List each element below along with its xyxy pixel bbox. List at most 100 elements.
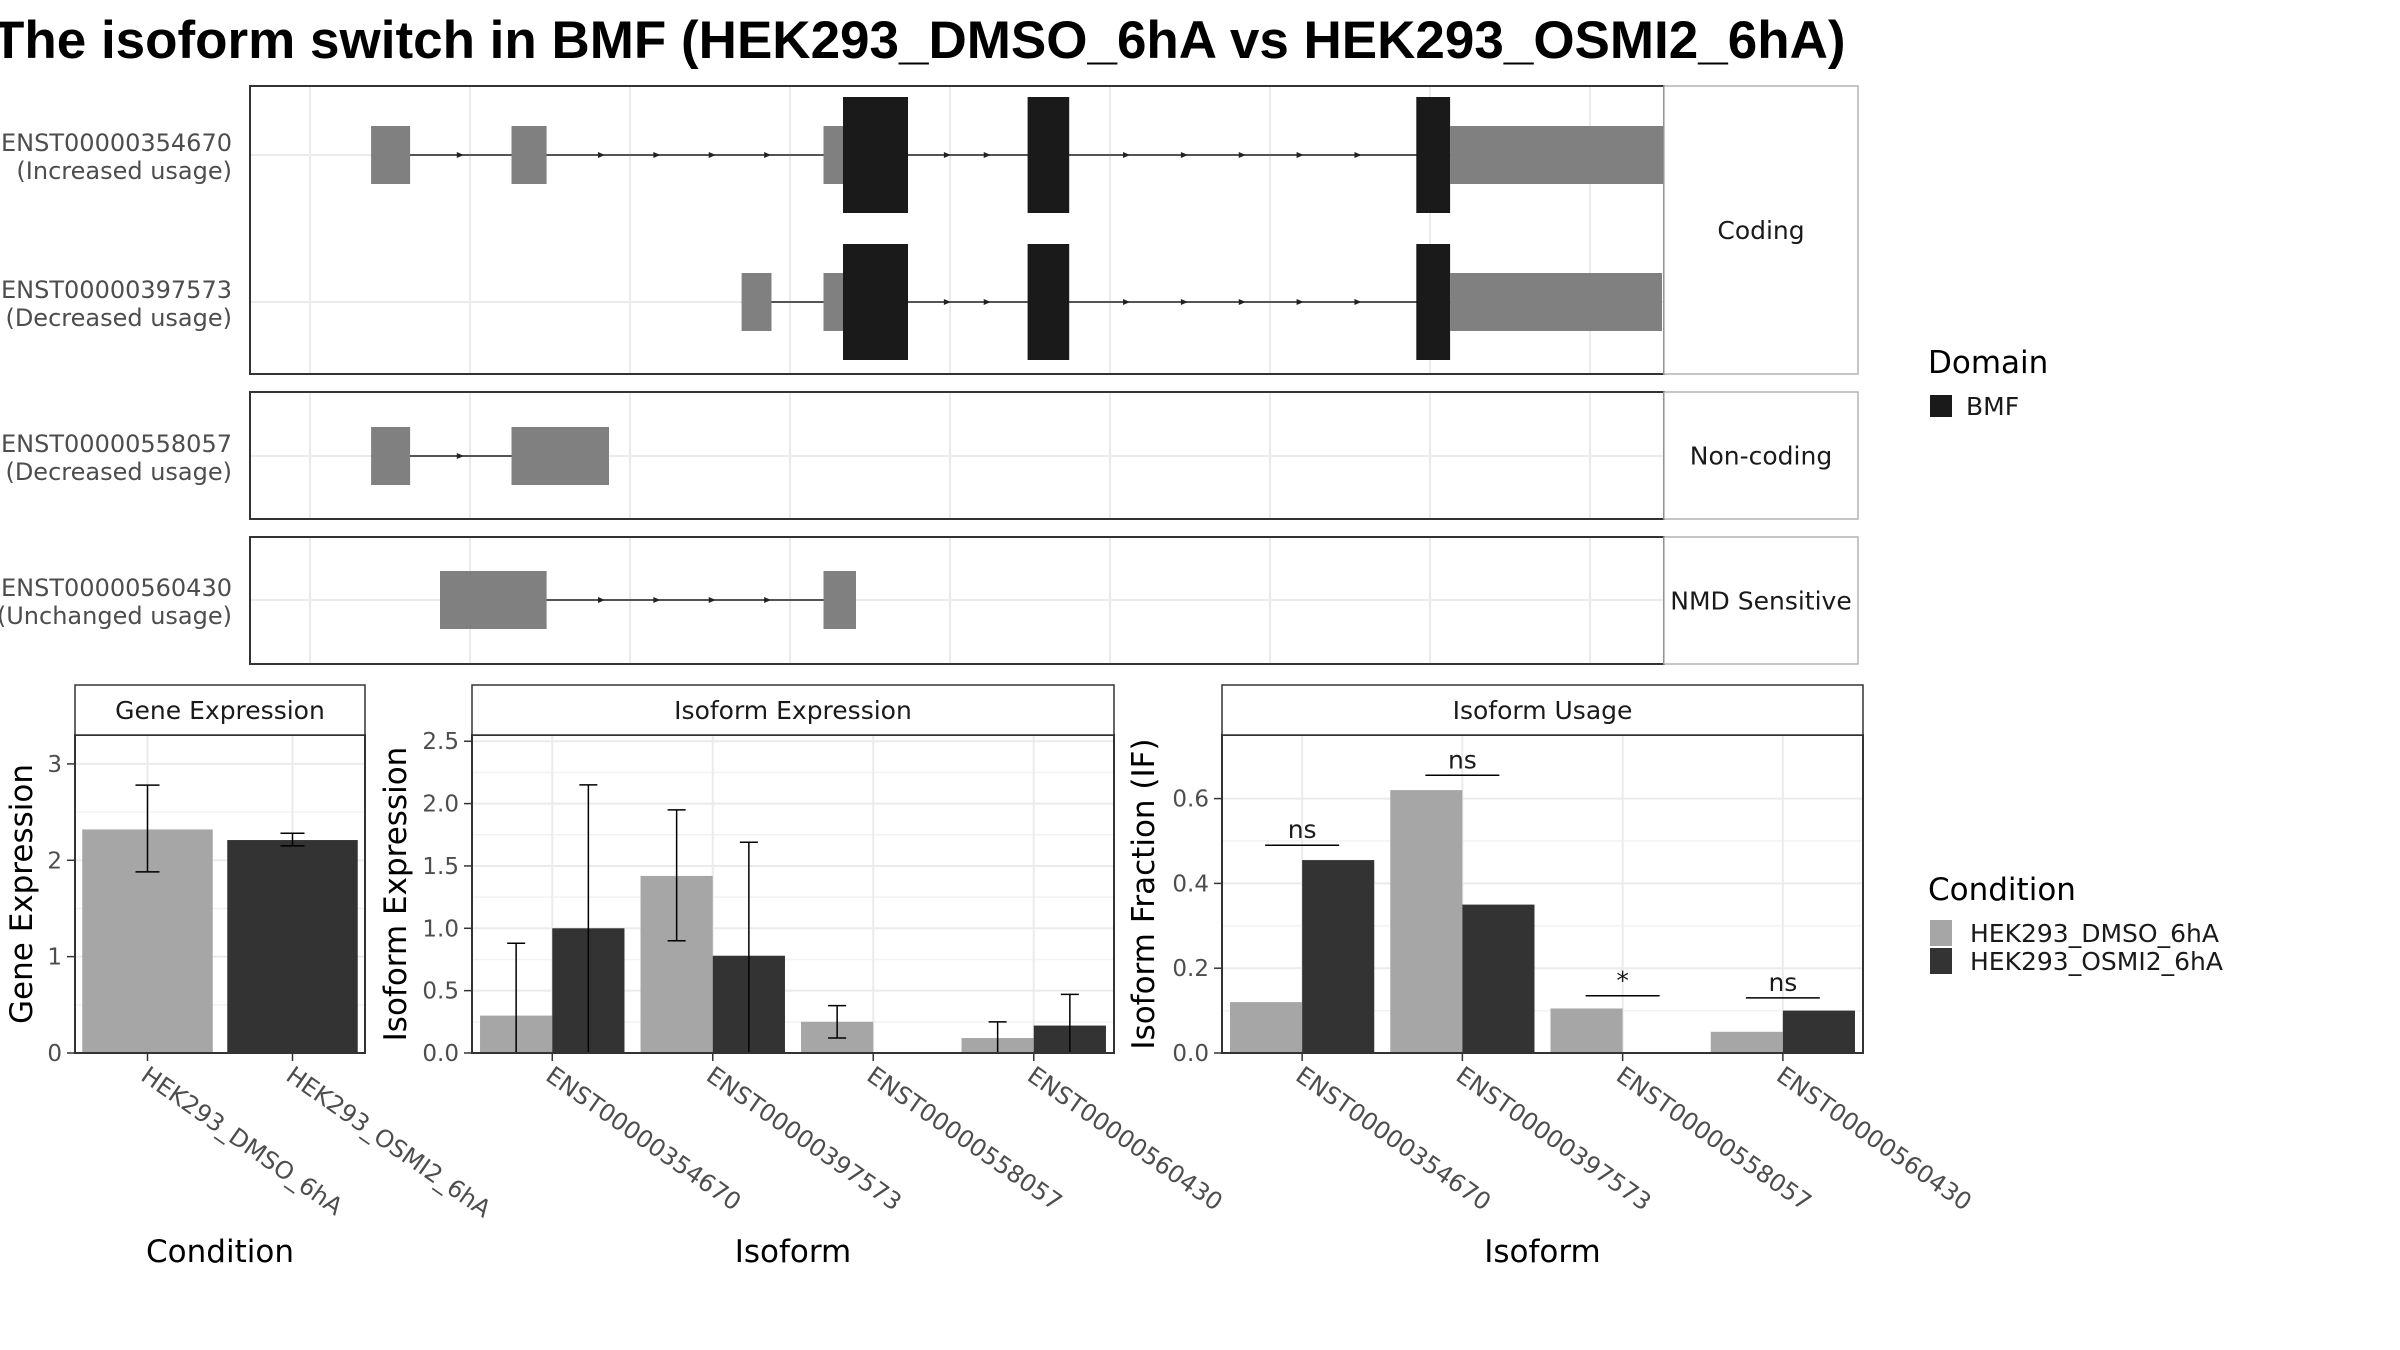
domain-exon	[1027, 97, 1070, 213]
exon	[741, 273, 772, 331]
legend-swatch	[1930, 920, 1952, 946]
exon	[823, 126, 843, 184]
y-tick-label: 0.5	[422, 979, 459, 1005]
domain-exon	[843, 97, 908, 213]
intron-arrow	[1180, 152, 1188, 158]
bar	[1462, 904, 1535, 1053]
intron-arrow	[1238, 299, 1246, 305]
bar	[1302, 860, 1375, 1053]
domain-exon	[1416, 244, 1451, 360]
y-tick-label: 1.0	[422, 916, 459, 942]
legend-swatch	[1930, 948, 1952, 974]
facet-strip	[1663, 85, 1859, 375]
intron-arrow	[597, 152, 605, 158]
transcript-usage-label: (Unchanged usage)	[0, 602, 232, 630]
error-bar	[135, 784, 160, 873]
intron-arrow	[1238, 152, 1246, 158]
intron-arrow	[1354, 152, 1362, 158]
transcript-id-label: ENST00000397573	[1, 276, 232, 304]
intron-arrow	[1296, 299, 1304, 305]
intron-arrow	[708, 597, 716, 603]
significance-label: ns	[1288, 815, 1317, 844]
legend-swatch	[1930, 395, 1952, 417]
y-tick-label: 0.0	[1172, 1041, 1209, 1067]
panel-strip-title: Isoform Expression	[674, 696, 912, 725]
y-tick-label: 1.5	[422, 854, 459, 880]
intron-arrow	[1354, 299, 1362, 305]
exon	[371, 126, 411, 184]
transcript-usage-label: (Decreased usage)	[5, 304, 232, 332]
bar	[1390, 790, 1463, 1053]
facet-strip	[1663, 536, 1859, 665]
intron-arrow	[597, 597, 605, 603]
facet-strip	[1663, 391, 1859, 520]
panel-strip	[74, 684, 366, 736]
domain-legend: Domain BMF	[1928, 345, 2048, 421]
isoform-structure-plot: ENST00000354670(Increased usage)ENST0000…	[0, 85, 1859, 665]
facet-nmd-sensitive: ENST00000560430(Unchanged usage) NMD Sens…	[0, 536, 1859, 665]
figure-title: The isoform switch in BMF (HEK293_DMSO_6…	[0, 11, 1846, 70]
intron-arrow	[1123, 299, 1131, 305]
error-bar	[828, 1004, 847, 1039]
legend-label: BMF	[1966, 392, 2019, 421]
panel-strip-title: Gene Expression	[115, 696, 325, 725]
transcript-ENST00000397573: ENST00000397573(Decreased usage)	[1, 244, 1662, 360]
exon	[511, 126, 547, 184]
y-tick-label: 3	[47, 752, 62, 778]
bar	[1230, 1002, 1303, 1053]
x-axis-title: Isoform	[1484, 1234, 1601, 1270]
y-tick-label: 2	[47, 848, 62, 874]
transcript-id-label: ENST00000558057	[1, 430, 232, 458]
x-axis-title: Isoform	[735, 1234, 852, 1270]
intron-arrow	[653, 597, 661, 603]
intron-arrow	[1180, 299, 1188, 305]
domain-exon	[1416, 97, 1451, 213]
y-axis-title: Isoform Fraction (IF)	[1126, 738, 1162, 1049]
y-axis-title: Gene Expression	[4, 764, 40, 1024]
facet-non-coding: ENST00000558057(Decreased usage) Non-codi…	[1, 391, 1859, 520]
bar	[1550, 1008, 1623, 1053]
y-tick-label: 2.5	[422, 729, 459, 755]
error-bar	[667, 809, 686, 942]
bar	[227, 840, 358, 1053]
intron-arrow	[456, 453, 464, 459]
intron-arrow	[1296, 152, 1304, 158]
intron-arrow	[653, 152, 661, 158]
facet-strip-label: Non-coding	[1690, 442, 1832, 471]
transcript-usage-label: (Decreased usage)	[5, 458, 232, 486]
x-axis-title: Condition	[146, 1234, 294, 1270]
panel-strip	[1221, 684, 1864, 736]
panel-strip-title: Isoform Usage	[1453, 696, 1633, 725]
transcript-id-label: ENST00000354670	[1, 129, 232, 157]
intron-arrow	[764, 152, 772, 158]
legend-label: HEK293_DMSO_6hA	[1970, 919, 2219, 948]
y-tick-label: 0.4	[1172, 871, 1209, 897]
gene-expression-panel: Gene Expression0123HEK293_DMSO_6hAHEK293…	[4, 684, 497, 1270]
exon	[511, 427, 609, 485]
intron-arrow	[764, 597, 772, 603]
isoform-expression-panel: Isoform Expression0.00.51.01.52.02.5ENST…	[378, 684, 1228, 1270]
legend-label: HEK293_OSMI2_6hA	[1970, 947, 2223, 976]
y-tick-label: 0	[47, 1041, 62, 1067]
domain-exon	[843, 244, 908, 360]
y-tick-label: 1	[47, 945, 62, 971]
domain-exon	[1027, 244, 1070, 360]
exon	[1450, 273, 1662, 331]
transcript-ENST00000560430: ENST00000560430(Unchanged usage)	[0, 571, 856, 630]
transcript-ENST00000354670: ENST00000354670(Increased usage)	[1, 97, 1669, 213]
legend-title: Domain	[1928, 345, 2048, 381]
facet-strip-label: Coding	[1717, 216, 1804, 245]
intron-arrow	[983, 299, 991, 305]
significance-label: ns	[1448, 745, 1477, 774]
transcript-usage-label: (Increased usage)	[16, 157, 232, 185]
facet-strip-label: NMD Sensitive	[1670, 587, 1851, 616]
transcript-id-label: ENST00000560430	[1, 574, 232, 602]
intron-arrow	[943, 299, 951, 305]
bar	[1710, 1031, 1783, 1053]
intron-arrow	[456, 152, 464, 158]
intron-arrow	[1123, 152, 1131, 158]
intron-arrow	[708, 152, 716, 158]
